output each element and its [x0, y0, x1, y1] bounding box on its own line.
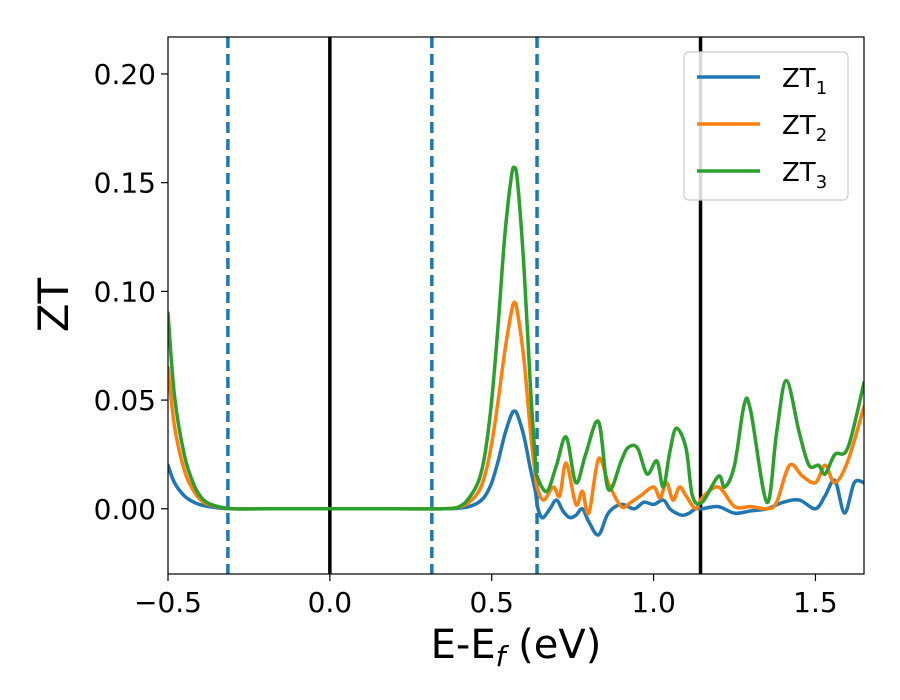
y-tick-label: 0.10: [94, 275, 156, 308]
plot-frame: [167, 36, 865, 575]
y-tick-label: 0.05: [94, 384, 156, 417]
legend: ZT1 ZT2 ZT3: [683, 51, 849, 201]
y-tick-label: 0.20: [94, 58, 156, 91]
series-line-zt3: [168, 165, 864, 511]
y-tick-label: 0.00: [94, 493, 156, 526]
x-tick-label: −0.5: [134, 586, 202, 619]
legend-label-zt2: ZT2: [782, 111, 827, 146]
x-tick-label: 0.0: [308, 586, 353, 619]
legend-label-zt3: ZT3: [782, 158, 827, 193]
legend-label-zt1: ZT1: [782, 64, 827, 99]
x-axis-label: E-Ef (eV): [431, 622, 602, 673]
x-axis-label-unit: (eV): [505, 622, 601, 668]
y-axis-ticks: 0.00 0.05 0.10 0.15 0.20: [94, 58, 168, 526]
y-axis-label: ZT: [29, 277, 78, 332]
legend-frame: [683, 51, 849, 201]
series-lines: [168, 165, 864, 537]
y-tick-label: 0.15: [94, 167, 156, 200]
x-tick-label: 1.5: [793, 586, 838, 619]
x-axis-label-main: E-E: [431, 622, 496, 668]
x-tick-label: 1.0: [631, 586, 676, 619]
x-axis-ticks: −0.5 0.0 0.5 1.0 1.5: [134, 574, 838, 619]
x-tick-label: 0.5: [469, 586, 514, 619]
